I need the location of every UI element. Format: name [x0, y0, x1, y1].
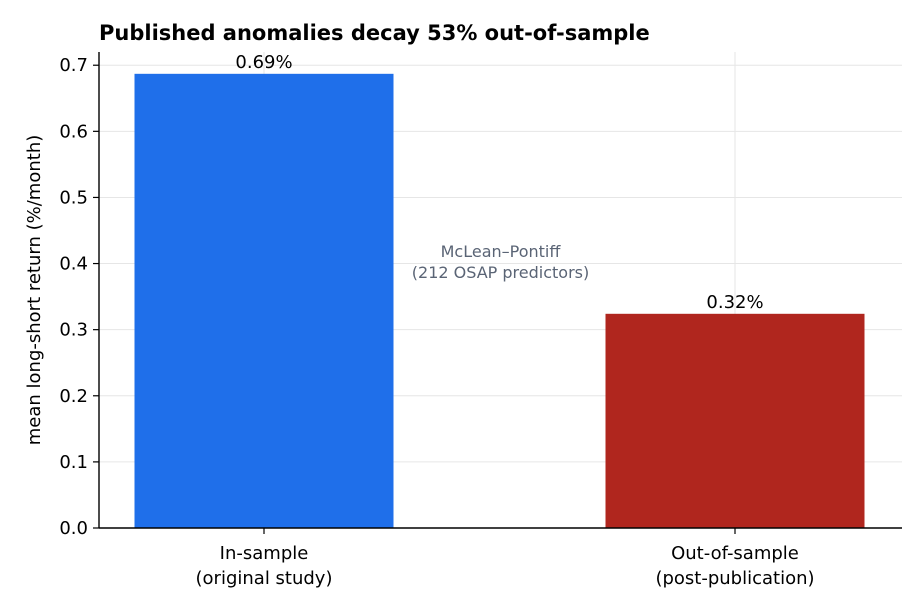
x-tick-label: (original study) — [196, 568, 333, 589]
y-tick-label: 0.3 — [59, 320, 88, 341]
y-axis-label: mean long-short return (%/month) — [24, 135, 45, 445]
annotation: McLean–Pontiff (212 OSAP predictors) — [412, 242, 589, 282]
annotation-line: (212 OSAP predictors) — [412, 263, 589, 282]
x-tick-label: Out-of-sample — [671, 543, 799, 564]
x-tick-label: In-sample — [220, 543, 309, 564]
bar — [134, 73, 394, 529]
x-tick-label: (post-publication) — [655, 568, 814, 589]
bar-value-label: 0.69% — [235, 52, 292, 73]
chart-title: Published anomalies decay 53% out-of-sam… — [99, 21, 650, 45]
y-tick-label: 0.5 — [59, 187, 88, 208]
y-tick-label: 0.7 — [59, 55, 88, 76]
annotation-line: McLean–Pontiff — [441, 242, 562, 261]
y-tick-label: 0.6 — [59, 121, 88, 142]
bar — [605, 313, 865, 528]
axes: 0.0 0.1 0.2 0.3 0.4 0.5 0.6 0.7 In-sample (origin… — [59, 52, 902, 589]
bar-value-label: 0.32% — [706, 292, 763, 313]
bars: 0.69% 0.32% — [134, 52, 865, 529]
y-tick-label: 0.1 — [59, 452, 88, 473]
y-tick-label: 0.2 — [59, 386, 88, 407]
y-tick-label: 0.4 — [59, 254, 88, 275]
y-tick-label: 0.0 — [59, 518, 88, 539]
